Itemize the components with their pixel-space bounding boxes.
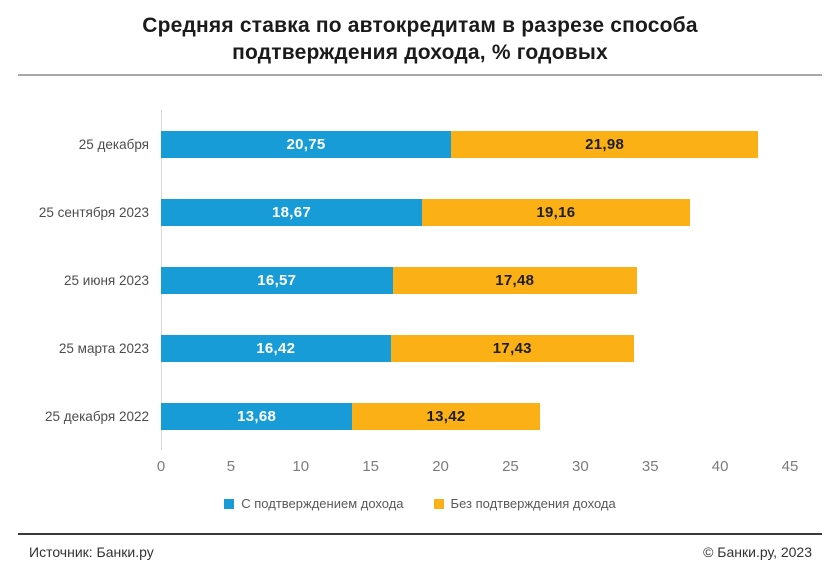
bar-value-label: 16,42 [256,339,296,357]
x-axis-tick-label: 15 [362,458,379,475]
legend-label-confirmed-income: С подтверждением дохода [241,496,404,511]
x-axis-tick-label: 40 [711,458,729,475]
legend-label-no-confirmation: Без подтверждения дохода [450,496,616,511]
bar-track: 16,57 17,48 [161,266,790,294]
chart-title-line-1: Средняя ставка по автокредитам в разрезе… [142,14,698,37]
category-label: 25 сентября 2023 [38,204,149,220]
bar-value-label: 17,48 [495,271,535,289]
bar-track: 18,67 19,16 [161,198,790,226]
x-axis-tick-label: 20 [432,458,449,475]
category-label: 25 марта 2023 [58,340,149,356]
chart-rows: 25 декабря 20,75 21,98 25 сентября 2023 18,6… [0,110,790,450]
bar-value-label: 19,16 [536,203,576,221]
copyright-text: © Банки.ру, 2023 [703,544,812,560]
x-axis-tick-label: 25 [502,458,519,475]
x-axis: 0 5 10 15 20 25 30 35 40 45 [157,458,799,476]
legend-item-confirmed-income: С подтверждением дохода [224,496,404,511]
category-label: 25 июня 2023 [64,272,149,288]
footer-divider [18,533,822,535]
bar-segment-no-confirmation: 13,42 [352,402,540,430]
legend-swatch-blue-icon [224,498,235,509]
chart-title: Средняя ставка по автокредитам в разрезе… [0,0,840,66]
x-axis-tick-label: 10 [292,458,310,475]
chart-row: 25 июня 2023 16,57 17,48 [0,246,790,314]
bar-track: 13,68 13,42 [161,402,790,430]
bar-segment-no-confirmation: 19,16 [421,198,690,226]
x-axis-tick-label: 30 [571,458,589,475]
bar-value-label: 16,57 [257,271,297,289]
chart-row: 25 декабря 20,75 21,98 [0,110,790,178]
footer: Источник: Банки.ру © Банки.ру, 2023 [0,533,840,573]
bar-segment-confirmed-income: 16,57 [161,266,393,294]
x-axis-tick-label: 5 [226,458,236,475]
bar-value-label: 13,42 [426,407,466,425]
legend-swatch-yellow-icon [433,498,444,509]
bar-segment-no-confirmation: 17,43 [390,334,635,362]
bar-segment-confirmed-income: 13,68 [161,402,353,430]
bar-segment-confirmed-income: 18,67 [161,198,422,226]
bar-segment-no-confirmation: 17,48 [392,266,637,294]
bar-value-label: 20,75 [286,135,326,153]
chart-row: 25 марта 2023 16,42 17,43 [0,314,790,382]
bar-chart: 25 декабря 20,75 21,98 25 сентября 2023 18,6… [0,110,840,511]
chart-title-line-2: подтверждения дохода, % годовых [232,41,608,64]
bar-track: 20,75 21,98 [161,130,790,158]
x-axis-tick-label: 0 [156,458,166,475]
header-divider [18,74,822,76]
bar-segment-confirmed-income: 20,75 [161,130,452,158]
bar-value-label: 13,68 [237,407,277,425]
chart-row: 25 сентября 2023 18,67 19,16 [0,178,790,246]
bar-value-label: 18,67 [271,203,311,221]
bar-value-label: 21,98 [585,135,625,153]
category-label: 25 декабря [78,136,149,152]
x-axis-tick-label: 45 [781,458,799,475]
bar-track: 16,42 17,43 [161,334,790,362]
category-label: 25 декабря 2022 [44,408,149,424]
source-text: Источник: Банки.ру [29,544,154,560]
chart-row: 25 декабря 2022 13,68 13,42 [0,382,790,450]
legend: С подтверждением дохода Без подтверждени… [0,496,840,511]
header: Средняя ставка по автокредитам в разрезе… [0,0,840,76]
bar-segment-confirmed-income: 16,42 [161,334,391,362]
x-axis-tick-label: 35 [641,458,659,475]
legend-item-no-confirmation: Без подтверждения дохода [433,496,616,511]
bar-segment-no-confirmation: 21,98 [451,130,759,158]
bar-value-label: 17,43 [492,339,532,357]
